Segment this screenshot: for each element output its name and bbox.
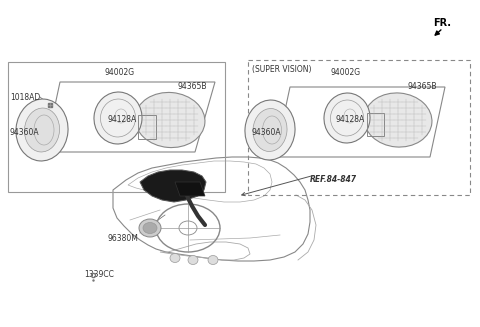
Bar bbox=[8, 62, 225, 192]
Text: 94002G: 94002G bbox=[105, 68, 135, 77]
Ellipse shape bbox=[170, 253, 180, 263]
Text: 94360A: 94360A bbox=[10, 128, 40, 137]
Text: FR.: FR. bbox=[433, 18, 451, 28]
Ellipse shape bbox=[139, 219, 161, 237]
Ellipse shape bbox=[324, 93, 370, 143]
Ellipse shape bbox=[24, 108, 60, 152]
Ellipse shape bbox=[364, 93, 432, 147]
Polygon shape bbox=[175, 182, 205, 196]
Ellipse shape bbox=[135, 93, 205, 147]
Ellipse shape bbox=[16, 99, 68, 161]
Bar bbox=[138, 115, 156, 139]
Polygon shape bbox=[140, 170, 206, 202]
Text: 94128A: 94128A bbox=[336, 115, 365, 124]
Text: 94365B: 94365B bbox=[178, 82, 207, 91]
Text: 94360A: 94360A bbox=[252, 128, 282, 137]
Bar bbox=[248, 60, 470, 195]
Ellipse shape bbox=[208, 255, 218, 265]
Text: 1018AD: 1018AD bbox=[10, 93, 40, 102]
Text: 1339CC: 1339CC bbox=[84, 270, 114, 279]
Ellipse shape bbox=[188, 255, 198, 265]
Bar bbox=[367, 113, 384, 136]
Text: 96380M: 96380M bbox=[108, 234, 139, 243]
Text: REF.84-847: REF.84-847 bbox=[310, 175, 357, 184]
Ellipse shape bbox=[94, 92, 142, 144]
Text: 94002G: 94002G bbox=[331, 68, 361, 77]
Text: 94128A: 94128A bbox=[108, 115, 137, 124]
Ellipse shape bbox=[253, 109, 287, 151]
Ellipse shape bbox=[245, 100, 295, 160]
Text: (SUPER VISION): (SUPER VISION) bbox=[252, 65, 312, 74]
Ellipse shape bbox=[143, 222, 157, 233]
Text: 94365B: 94365B bbox=[407, 82, 436, 91]
